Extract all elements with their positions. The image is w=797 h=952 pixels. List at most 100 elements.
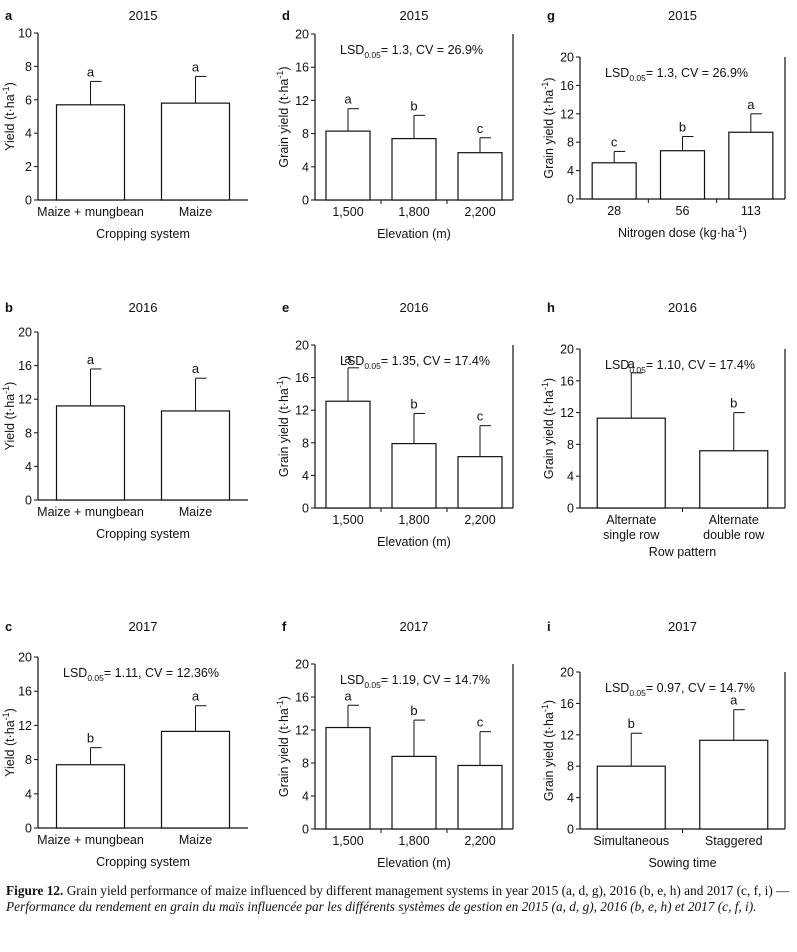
- y-axis-label: Yield (t·ha-1): [1, 708, 17, 777]
- y-tick-label: 8: [567, 760, 574, 774]
- bar-d-3: [457, 152, 503, 201]
- significance-letter: c: [611, 134, 618, 149]
- y-axis-label: Grain yield (t·ha-1): [540, 700, 556, 801]
- figure-caption: Figure 12. Grain yield performance of ma…: [6, 883, 790, 915]
- bar-c-2: [160, 730, 231, 829]
- stat-text: LSD0.05= 1.3, CV = 26.9%: [605, 66, 748, 83]
- category-label: Alternate single row: [603, 513, 660, 542]
- x-axis-label: Nitrogen dose (kg·ha-1): [618, 224, 747, 240]
- y-tick-label: 12: [560, 107, 574, 121]
- significance-letter: a: [730, 693, 738, 708]
- y-tick-label: 20: [560, 666, 574, 680]
- y-tick-label: 0: [567, 823, 574, 837]
- y-tick-label: 8: [302, 757, 309, 771]
- y-axis-label: Grain yield (t·ha-1): [275, 66, 291, 167]
- category-label: 56: [676, 204, 690, 218]
- bar-i-1: [596, 765, 666, 830]
- y-tick-label: 8: [302, 127, 309, 141]
- category-label: Maize + mungbean: [37, 833, 144, 847]
- bar-h-2: [699, 450, 769, 509]
- significance-letter: a: [344, 351, 352, 366]
- y-tick-label: 8: [25, 60, 32, 74]
- category-label: Staggered: [705, 834, 763, 848]
- y-tick-label: 12: [560, 728, 574, 742]
- significance-letter: c: [477, 715, 484, 730]
- category-label: 2,200: [464, 205, 495, 219]
- bar-f-1: [325, 726, 371, 830]
- y-tick-label: 16: [18, 359, 32, 373]
- bar-h-1: [596, 417, 666, 509]
- y-tick-label: 2: [25, 160, 32, 174]
- bar-d-1: [325, 130, 371, 201]
- y-tick-label: 0: [302, 823, 309, 837]
- bar-g-3: [728, 131, 774, 200]
- significance-letter: b: [730, 396, 737, 411]
- significance-letter: b: [410, 98, 417, 113]
- chart-title: 2016: [400, 300, 429, 315]
- significance-letter: a: [192, 689, 200, 704]
- x-axis-label: Cropping system: [96, 855, 190, 869]
- y-axis-label: Grain yield (t·ha-1): [275, 696, 291, 797]
- category-label: 1,800: [398, 834, 429, 848]
- bar-f-3: [457, 764, 503, 830]
- y-tick-label: 20: [560, 343, 574, 357]
- panel-i: i 2017 LSD0.05= 0.97, CV = 14.7% 0 4 8 12 16 20 G…: [540, 619, 786, 870]
- y-tick-label: 4: [302, 469, 309, 483]
- significance-letter: b: [410, 396, 417, 411]
- significance-letter: a: [628, 356, 636, 371]
- y-tick-label: 20: [560, 51, 574, 65]
- y-tick-label: 4: [302, 160, 309, 174]
- category-label: Simultaneous: [593, 834, 669, 848]
- category-label: Maize: [179, 833, 212, 847]
- panel-label: c: [5, 619, 12, 634]
- y-tick-label: 20: [295, 658, 309, 672]
- category-label: 1,500: [332, 205, 363, 219]
- y-axis-label: Yield (t·ha-1): [1, 382, 17, 451]
- caption-english: Grain yield performance of maize influen…: [66, 883, 773, 898]
- panel-label: g: [547, 8, 555, 23]
- y-tick-label: 8: [567, 438, 574, 452]
- bar-g-1: [591, 162, 637, 200]
- bar-e-2: [391, 443, 437, 509]
- category-label: 1,800: [398, 513, 429, 527]
- y-tick-label: 4: [25, 787, 32, 801]
- chart-title: 2015: [668, 8, 697, 23]
- y-tick-label: 0: [302, 502, 309, 516]
- chart-title: 2016: [129, 300, 158, 315]
- x-axis-label: Elevation (m): [377, 535, 451, 549]
- significance-letter: a: [87, 64, 95, 79]
- y-tick-label: 16: [560, 79, 574, 93]
- y-tick-label: 20: [18, 326, 32, 340]
- significance-letter: b: [679, 120, 686, 135]
- y-tick-label: 20: [295, 339, 309, 353]
- x-axis-label: Cropping system: [96, 227, 190, 241]
- chart-title: 2016: [668, 300, 697, 315]
- chart-title: 2015: [400, 8, 429, 23]
- y-tick-label: 16: [295, 61, 309, 75]
- bar-f-2: [391, 755, 437, 830]
- bar-b-2: [160, 410, 231, 501]
- x-axis-label: Sowing time: [648, 856, 716, 870]
- y-tick-label: 20: [18, 651, 32, 665]
- x-axis-label: Cropping system: [96, 527, 190, 541]
- y-tick-label: 0: [567, 193, 574, 207]
- y-tick-label: 16: [295, 691, 309, 705]
- bar-e-1: [325, 400, 371, 509]
- category-label: 1,500: [332, 834, 363, 848]
- stat-text: LSD0.05= 1.3, CV = 26.9%: [340, 43, 483, 60]
- significance-letter: a: [747, 97, 755, 112]
- significance-letter: a: [344, 92, 352, 107]
- y-tick-label: 16: [560, 374, 574, 388]
- chart-title: 2015: [129, 8, 158, 23]
- significance-letter: a: [192, 361, 200, 376]
- panel-label: d: [282, 8, 290, 23]
- panel-a: a 2015 0 2 4 6 8 10 Yield (t·ha-1) a Maize + mungb…: [1, 8, 248, 241]
- significance-letter: b: [87, 731, 94, 746]
- y-tick-label: 4: [25, 127, 32, 141]
- significance-letter: b: [410, 703, 417, 718]
- y-tick-label: 16: [560, 697, 574, 711]
- stat-text: LSD0.05= 1.19, CV = 14.7%: [340, 673, 490, 690]
- significance-letter: a: [344, 688, 352, 703]
- y-axis-label: Grain yield (t·ha-1): [540, 378, 556, 479]
